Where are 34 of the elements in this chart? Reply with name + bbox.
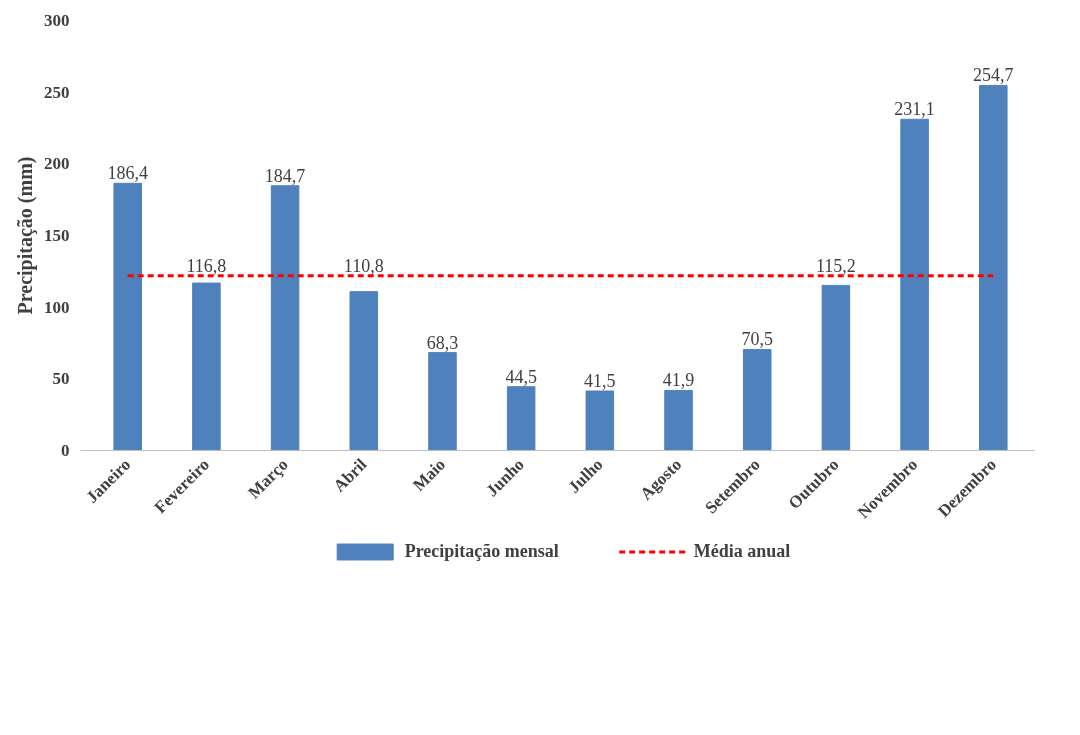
data-label: 41,9: [662, 370, 695, 391]
y-tick-label: 200: [44, 154, 70, 174]
bar: [192, 282, 221, 451]
y-tick-label: 150: [44, 226, 70, 245]
y-tick-label: 0: [61, 441, 70, 460]
bar: [585, 390, 615, 451]
legend-label: Precipitação mensal: [404, 540, 559, 562]
data-label: 231,1: [894, 99, 935, 120]
bar: [742, 348, 772, 451]
y-axis-title: Precipitação (mm): [14, 156, 37, 315]
bar: [900, 118, 929, 451]
bar: [664, 389, 693, 451]
data-label: 44,5: [505, 366, 537, 387]
bar: [113, 182, 142, 451]
bar: [349, 291, 379, 451]
bar: [428, 352, 457, 451]
y-tick-label: 50: [52, 369, 70, 389]
y-tick-label: 100: [44, 297, 70, 317]
data-label: 184,7: [264, 165, 306, 186]
legend-label: Média anual: [693, 540, 791, 562]
data-label: 254,7: [973, 65, 1014, 86]
data-label: 68,3: [426, 332, 459, 353]
y-tick-label: 300: [44, 11, 70, 30]
y-tick-label: 250: [44, 82, 70, 102]
data-label: 186,4: [107, 163, 148, 184]
data-label: 116,8: [186, 255, 227, 276]
bar: [270, 185, 300, 451]
bar: [979, 84, 1008, 451]
data-label: 115,2: [815, 255, 856, 276]
data-label: 70,5: [741, 329, 773, 350]
data-label: 110,8: [343, 255, 384, 276]
data-label: 41,5: [584, 371, 616, 392]
bar: [506, 386, 536, 451]
bar: [821, 284, 851, 451]
